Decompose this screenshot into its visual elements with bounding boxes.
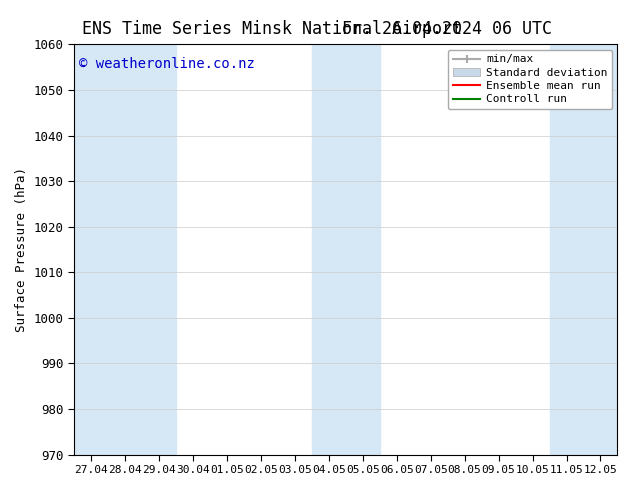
Y-axis label: Surface Pressure (hPa): Surface Pressure (hPa) (15, 167, 28, 332)
Text: © weatheronline.co.nz: © weatheronline.co.nz (79, 57, 256, 71)
Legend: min/max, Standard deviation, Ensemble mean run, Controll run: min/max, Standard deviation, Ensemble me… (448, 50, 612, 109)
Bar (312, 45, 346, 455)
Bar (142, 45, 176, 455)
Text: ENS Time Series Minsk National Airport: ENS Time Series Minsk National Airport (82, 20, 462, 38)
Bar (583, 45, 618, 455)
Bar (346, 45, 380, 455)
Text: Fr. 26.04.2024 06 UTC: Fr. 26.04.2024 06 UTC (342, 20, 552, 38)
Bar (74, 45, 108, 455)
Bar (108, 45, 142, 455)
Bar (550, 45, 583, 455)
